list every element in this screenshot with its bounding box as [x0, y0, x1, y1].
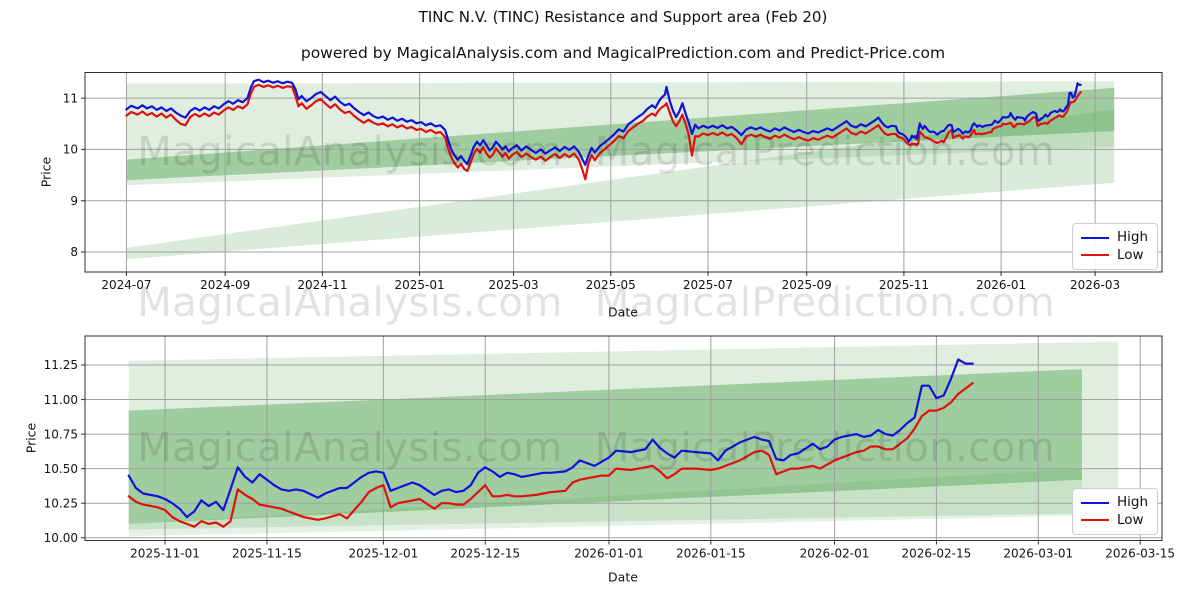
x-tick-label: 2024-09 [200, 278, 250, 292]
y-tick-label: 10.50 [44, 462, 78, 476]
x-tick-label: 2025-01 [395, 278, 445, 292]
x-tick-label: 2026-03 [1070, 278, 1120, 292]
bottom-chart-bands [128, 341, 1119, 537]
x-tick-label: 2026-02-15 [902, 547, 972, 561]
x-tick-label: 2026-01-01 [574, 547, 644, 561]
bottom-chart-ticks: 2025-11-01 2025-11-15 2025-12-01 2025-12-15… [44, 358, 1175, 560]
low-series-line [125, 83, 1082, 181]
support-band-dark [126, 87, 1115, 181]
support-band-dark [128, 369, 1082, 524]
bottom-chart: 2025-11-01 2025-11-15 2025-12-01 2025-12-15… [44, 335, 1175, 561]
legend-row-high: High [1081, 494, 1149, 512]
y-tick-label: 11 [63, 91, 78, 105]
x-tick-label: 2025-05 [586, 278, 636, 292]
page-subtitle: powered by MagicalAnalysis.com and Magic… [300, 44, 946, 62]
bottom-chart-frame [84, 335, 1163, 541]
top-chart-frame [84, 72, 1163, 273]
resistance-band-light [128, 341, 1119, 530]
x-tick-label: 2024-07 [101, 278, 151, 292]
x-tick-label: 2025-07 [683, 278, 733, 292]
top-chart-grid [85, 72, 1162, 272]
x-tick-label: 2025-11-01 [130, 547, 200, 561]
legend-row-low: Low [1081, 247, 1149, 265]
high-series-line [127, 358, 974, 519]
legend-row-high: High [1081, 229, 1149, 247]
top-chart-bands [126, 81, 1115, 260]
y-tick-label: 11.00 [44, 393, 78, 407]
x-tick-label: 2026-03-15 [1105, 547, 1175, 561]
x-tick-label: 2026-02-01 [800, 547, 870, 561]
x-tick-label: 2026-01-15 [676, 547, 746, 561]
x-tick-label: 2024-11 [297, 278, 347, 292]
top-chart-legend: High Low [1072, 223, 1158, 270]
top-chart: 2024-07 2024-09 2024-11 2025-01 2025-03 2025-… [63, 72, 1163, 292]
page-title: TINC N.V. (TINC) Resistance and Support … [418, 8, 828, 26]
bottom-chart-xlabel: Date [608, 569, 638, 585]
top-chart-series [125, 78, 1082, 181]
resistance-band-light [126, 81, 1115, 186]
y-tick-label: 9 [70, 194, 78, 208]
y-tick-label: 10.25 [44, 496, 78, 510]
x-tick-label: 2025-09 [782, 278, 832, 292]
top-chart-ticks: 2024-07 2024-09 2024-11 2025-01 2025-03 2025-… [63, 91, 1120, 292]
x-tick-label: 2025-03 [488, 278, 538, 292]
bottom-chart-series [127, 358, 974, 528]
x-tick-label: 2025-11-15 [232, 547, 302, 561]
legend-row-low: Low [1081, 512, 1149, 530]
support-fan-light [126, 109, 1115, 260]
x-tick-label: 2025-12-01 [348, 547, 418, 561]
support-fan-light [128, 468, 1082, 537]
low-line-swatch [1081, 254, 1109, 257]
bottom-chart-ylabel: Price [23, 422, 39, 454]
y-tick-label: 10 [63, 143, 78, 157]
high-line-swatch [1081, 501, 1109, 504]
y-tick-label: 11.25 [44, 358, 78, 372]
legend-low-label: Low [1117, 511, 1144, 528]
bottom-chart-grid [85, 336, 1162, 541]
x-tick-label: 2025-12-15 [450, 547, 520, 561]
legend-high-label: High [1117, 494, 1149, 510]
top-chart-xlabel: Date [608, 304, 638, 320]
high-line-swatch [1081, 236, 1109, 239]
legend-low-label: Low [1117, 246, 1144, 263]
x-tick-label: 2025-11 [879, 278, 929, 292]
high-series-line [125, 78, 1082, 166]
top-chart-ylabel: Price [38, 156, 54, 188]
x-tick-label: 2026-03-01 [1003, 547, 1073, 561]
y-tick-label: 10.00 [44, 531, 78, 545]
bottom-chart-legend: High Low [1072, 488, 1158, 535]
x-tick-label: 2026-01 [976, 278, 1026, 292]
low-line-swatch [1081, 519, 1109, 522]
low-series-line [127, 381, 974, 528]
legend-high-label: High [1117, 229, 1149, 245]
y-tick-label: 8 [70, 245, 78, 259]
y-tick-label: 10.75 [44, 427, 78, 441]
